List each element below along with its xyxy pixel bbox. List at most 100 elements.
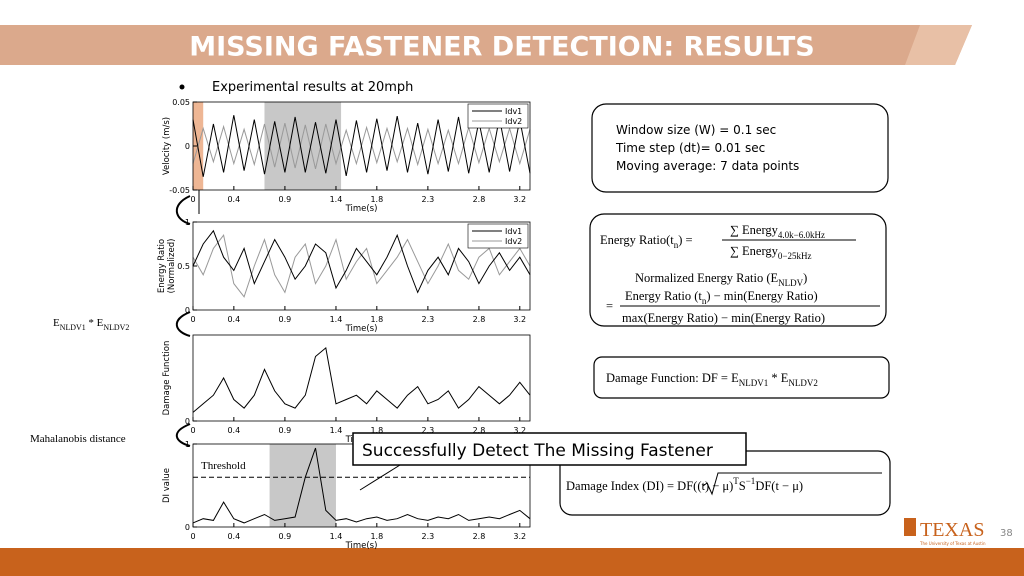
- x-axis-label: Time(s): [345, 204, 378, 214]
- energy-ratio-box: [589, 213, 887, 327]
- equation-line: Energy Ratio (tn) − min(Energy Ratio): [625, 289, 818, 306]
- x-tick-label: 2.3: [422, 195, 435, 204]
- text-run: S: [739, 479, 746, 493]
- x-tick-label: 3.2: [513, 532, 526, 541]
- y-axis-label: DI value: [162, 468, 172, 503]
- x-tick-label: 1.8: [370, 532, 383, 541]
- threshold-label: Threshold: [201, 460, 246, 472]
- y-tick-label: 0: [185, 142, 190, 151]
- callout-pointer: [359, 464, 401, 491]
- x-tick-label: 1.4: [330, 426, 343, 435]
- x-tick-label: 0.4: [227, 195, 240, 204]
- y-axis-label: (Normalized): [167, 239, 177, 294]
- x-tick-label: 2.8: [473, 315, 486, 324]
- x-tick-label: 0: [190, 426, 195, 435]
- text-run: 0−25kHz: [778, 251, 812, 261]
- y-tick-label: 1: [185, 218, 190, 227]
- text-run: T: [733, 476, 739, 486]
- title-band: [0, 25, 972, 65]
- legend-label: Idv2: [505, 117, 522, 126]
- text-run: Energy Ratio (t: [625, 289, 702, 303]
- text-run: * E: [768, 371, 789, 385]
- equation-line: Energy Ratio(tn) =: [600, 233, 693, 250]
- flow-arrow: [175, 423, 191, 447]
- y-tick-label: 0: [185, 523, 190, 532]
- damage-function-box: [593, 356, 890, 399]
- page-number: 38: [1000, 528, 1013, 539]
- y-axis-label: Energy Ratio: [157, 239, 167, 293]
- text-run: 4.0k−6.0kHz: [778, 230, 825, 240]
- x-axis-label: Time(s): [345, 541, 378, 551]
- x-tick-label: 2.8: [473, 195, 486, 204]
- text-run: n: [674, 240, 679, 250]
- flow-arrow: [175, 311, 191, 337]
- equation-line: Damage Index (DI) = DF((t) − μ)TS−1DF(t …: [566, 476, 803, 493]
- y-tick-label: 0: [185, 417, 190, 426]
- x-tick-label: 3.2: [513, 315, 526, 324]
- callout-text: Successfully Detect The Missing Fastener: [362, 441, 713, 461]
- legend-box: [467, 103, 529, 129]
- text-run: Energy Ratio(t: [600, 233, 674, 247]
- text-run: ∑ Energy: [730, 223, 779, 237]
- x-tick-label: 2.3: [422, 426, 435, 435]
- text-run: Damage Function: DF = E: [606, 371, 739, 385]
- x-tick-label: 0.4: [227, 315, 240, 324]
- text-run: NLDV: [778, 278, 803, 288]
- x-tick-label: 2.3: [422, 532, 435, 541]
- bullet-text: Experimental results at 20mph: [212, 80, 413, 95]
- y-axis-label: Damage Function: [162, 341, 172, 416]
- info-box: [591, 103, 889, 193]
- x-tick-label: 3.2: [513, 426, 526, 435]
- info-line: Window size (W) = 0.1 sec: [616, 123, 776, 137]
- text-run: NLDV2: [788, 378, 818, 388]
- legend-box: [467, 223, 529, 249]
- legend-label: Idv2: [505, 237, 522, 246]
- flow-arrow: [175, 195, 191, 225]
- sqrt-sign: [702, 472, 882, 496]
- x-tick-label: 3.2: [513, 195, 526, 204]
- x-tick-label: 1.4: [330, 532, 343, 541]
- side-label: ENLDV1 * ENLDV2: [53, 317, 129, 332]
- x-tick-label: 1.8: [370, 426, 383, 435]
- text-run: NLDV2: [103, 323, 129, 332]
- text-run: max(Energy Ratio) − min(Energy Ratio): [622, 311, 825, 325]
- logo-emblem: [904, 518, 916, 536]
- x-tick-label: 2.8: [473, 532, 486, 541]
- y-tick-label: 1: [185, 440, 190, 449]
- x-tick-label: 1.8: [370, 315, 383, 324]
- y-tick-label: 0.05: [172, 98, 190, 107]
- x-tick-label: 0.4: [227, 426, 240, 435]
- x-tick-label: 0.9: [279, 426, 292, 435]
- y-tick-label: 0: [185, 306, 190, 315]
- text-run: n: [702, 296, 707, 306]
- title-band-accent: [905, 25, 972, 65]
- series-line: [192, 229, 531, 294]
- x-tick-label: 2.3: [422, 315, 435, 324]
- text-run: Normalized Energy Ratio (E: [635, 271, 778, 285]
- callout-box: [352, 432, 747, 466]
- equation-line: Damage Function: DF = ENLDV1 * ENLDV2: [606, 371, 818, 388]
- x-axis-label: Time(s): [345, 324, 378, 334]
- x-tick-label: 1.4: [330, 195, 343, 204]
- equation-line: max(Energy Ratio) − min(Energy Ratio): [622, 311, 825, 325]
- text-run: DF((t) − μ): [677, 479, 733, 493]
- equation-line: ∑ Energy0−25kHz: [730, 244, 812, 261]
- plot-frame: [192, 334, 531, 422]
- x-tick-label: 0.9: [279, 532, 292, 541]
- text-run: =: [606, 299, 613, 313]
- y-tick-label: -0.05: [169, 186, 190, 195]
- y-tick-label: 0.5: [177, 262, 190, 271]
- text-run: ) − min(Energy Ratio): [706, 289, 817, 303]
- logo-text: TEXAS: [920, 519, 984, 541]
- text-run: Damage Index (DI) =: [566, 479, 677, 493]
- x-tick-label: 0.9: [279, 195, 292, 204]
- text-run: −1: [746, 476, 756, 486]
- y-axis-label: Velocity (m/s): [162, 117, 172, 175]
- info-line: Moving average: 7 data points: [616, 159, 799, 173]
- text-run: Mahalanobis distance: [30, 433, 126, 445]
- x-tick-label: 0: [190, 532, 195, 541]
- legend-label: Idv1: [505, 107, 522, 116]
- x-tick-label: 1.4: [330, 315, 343, 324]
